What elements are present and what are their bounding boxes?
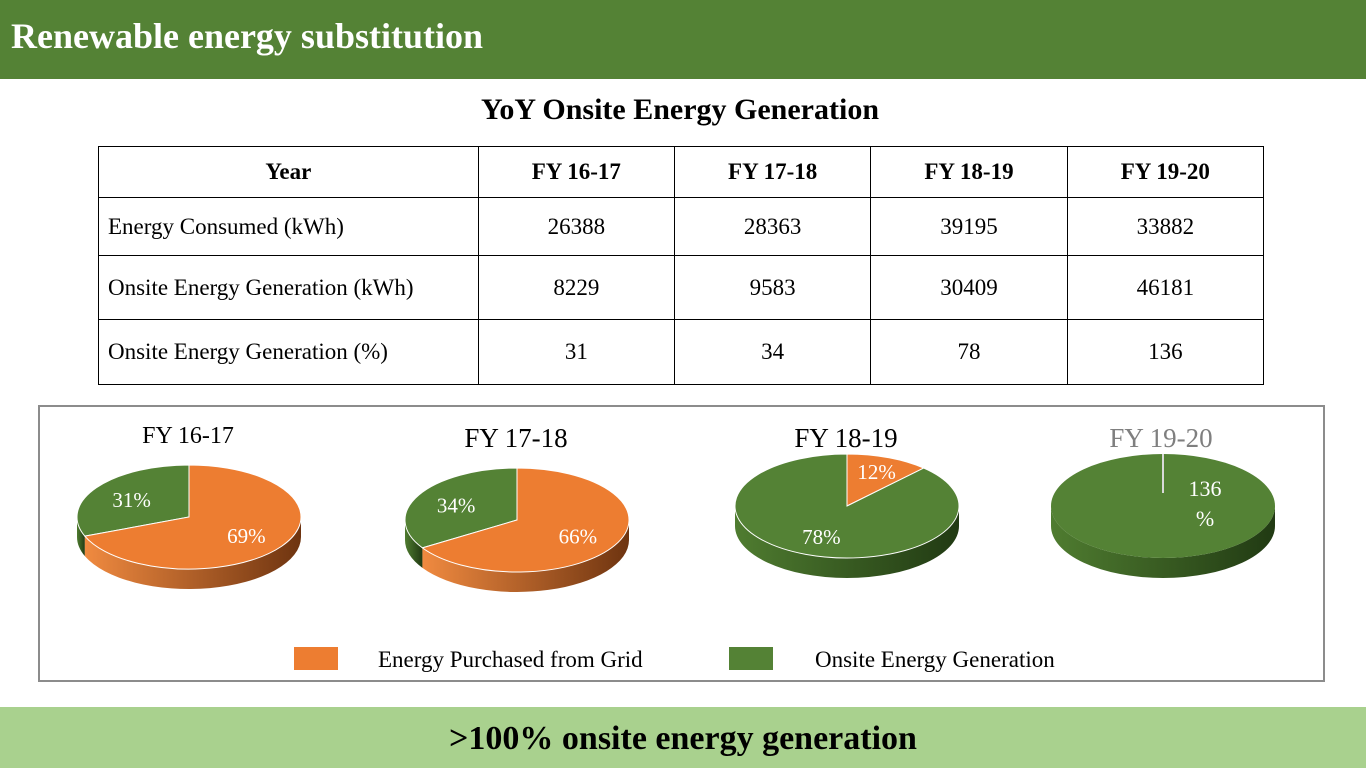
- header-banner: Renewable energy substitution: [0, 0, 1366, 79]
- pie-data-label: 31%: [112, 488, 151, 512]
- table-title: YoY Onsite Energy Generation: [480, 93, 880, 126]
- pie-data-label: 12%: [857, 460, 896, 484]
- pie-side-wall: [735, 506, 959, 578]
- pie-slice: [421, 467, 630, 573]
- table-cell: 34: [673, 319, 872, 385]
- pie-chart: FY 16-17 31% 69%: [76, 423, 302, 589]
- table-row: Onsite Energy Generation (kWh) 8229 9583…: [98, 255, 1265, 320]
- table-cell: 78: [870, 319, 1068, 385]
- pie-data-label: 69%: [227, 524, 266, 548]
- column-header: Year: [98, 146, 479, 198]
- pie-data-label: 34%: [437, 493, 476, 517]
- pie-side-wall: [405, 520, 423, 568]
- column-header: FY 17-18: [673, 146, 872, 198]
- footer-message: >100% onsite energy generation: [449, 720, 917, 757]
- pie-data-label: %: [1196, 506, 1214, 531]
- pie-side-wall: [1051, 506, 1275, 578]
- pie-charts-panel: FY 16-17 31% 69% FY 17-18 34% 66% FY 18-19 12% 7…: [38, 405, 1325, 682]
- table-cell: 28363: [673, 197, 872, 256]
- table-row: Energy Consumed (kWh) 26388 28363 39195 …: [98, 197, 1265, 256]
- table-cell: 136: [1066, 319, 1265, 385]
- pie-slice: [734, 453, 960, 559]
- table-cell: 31: [477, 319, 676, 385]
- column-header: FY 19-20: [1066, 146, 1265, 198]
- pie-slice: [846, 453, 925, 507]
- pie-title: FY 18-19: [794, 423, 897, 453]
- page-title: Renewable energy substitution: [11, 16, 484, 56]
- pie-chart: FY 19-20 136%: [1051, 423, 1275, 578]
- table-cell: 39195: [870, 197, 1068, 256]
- pie-title: FY 17-18: [464, 423, 567, 453]
- column-header: FY 18-19: [870, 146, 1068, 198]
- table-cell: 9583: [673, 255, 872, 320]
- pie-data-label: 136: [1189, 476, 1222, 501]
- chart-legend: Energy Purchased from Grid Onsite Energy …: [294, 647, 1055, 672]
- row-label: Onsite Energy Generation (kWh): [98, 255, 479, 320]
- legend-swatch: [729, 647, 773, 670]
- energy-table: Year FY 16-17 FY 17-18 FY 18-19 FY 19-20…: [98, 146, 1265, 385]
- footer-banner: >100% onsite energy generation: [0, 707, 1366, 768]
- table-cell: 46181: [1066, 255, 1265, 320]
- pie-chart: FY 18-19 12% 78%: [734, 423, 960, 578]
- table-row: Onsite Energy Generation (%) 31 34 78 13…: [98, 319, 1265, 385]
- legend-label: Energy Purchased from Grid: [378, 647, 643, 672]
- legend-swatch: [294, 647, 338, 670]
- pie-title: FY 19-20: [1109, 423, 1212, 453]
- table-cell: 30409: [870, 255, 1068, 320]
- pie-chart: FY 17-18 34% 66%: [404, 423, 630, 592]
- row-label: Onsite Energy Generation (%): [98, 319, 479, 385]
- table-header-row: Year FY 16-17 FY 17-18 FY 18-19 FY 19-20: [98, 146, 1265, 198]
- column-header: FY 16-17: [477, 146, 676, 198]
- legend-label: Onsite Energy Generation: [815, 647, 1055, 672]
- pie-title: FY 16-17: [142, 423, 234, 449]
- pie-slice: [83, 464, 302, 570]
- pie-data-label: 78%: [802, 525, 841, 549]
- table-cell: 26388: [477, 197, 676, 256]
- pie-side-wall: [422, 520, 629, 592]
- pie-slice: [76, 464, 190, 537]
- pie-data-label: 66%: [559, 525, 598, 549]
- table-cell: 33882: [1066, 197, 1265, 256]
- row-label: Energy Consumed (kWh): [98, 197, 479, 256]
- pie-charts-svg: FY 16-17 31% 69% FY 17-18 34% 66% FY 18-19 12% 7…: [76, 423, 1275, 672]
- pie-side-wall: [84, 517, 301, 589]
- table-cell: 8229: [477, 255, 676, 320]
- pie-slice: [1051, 454, 1275, 558]
